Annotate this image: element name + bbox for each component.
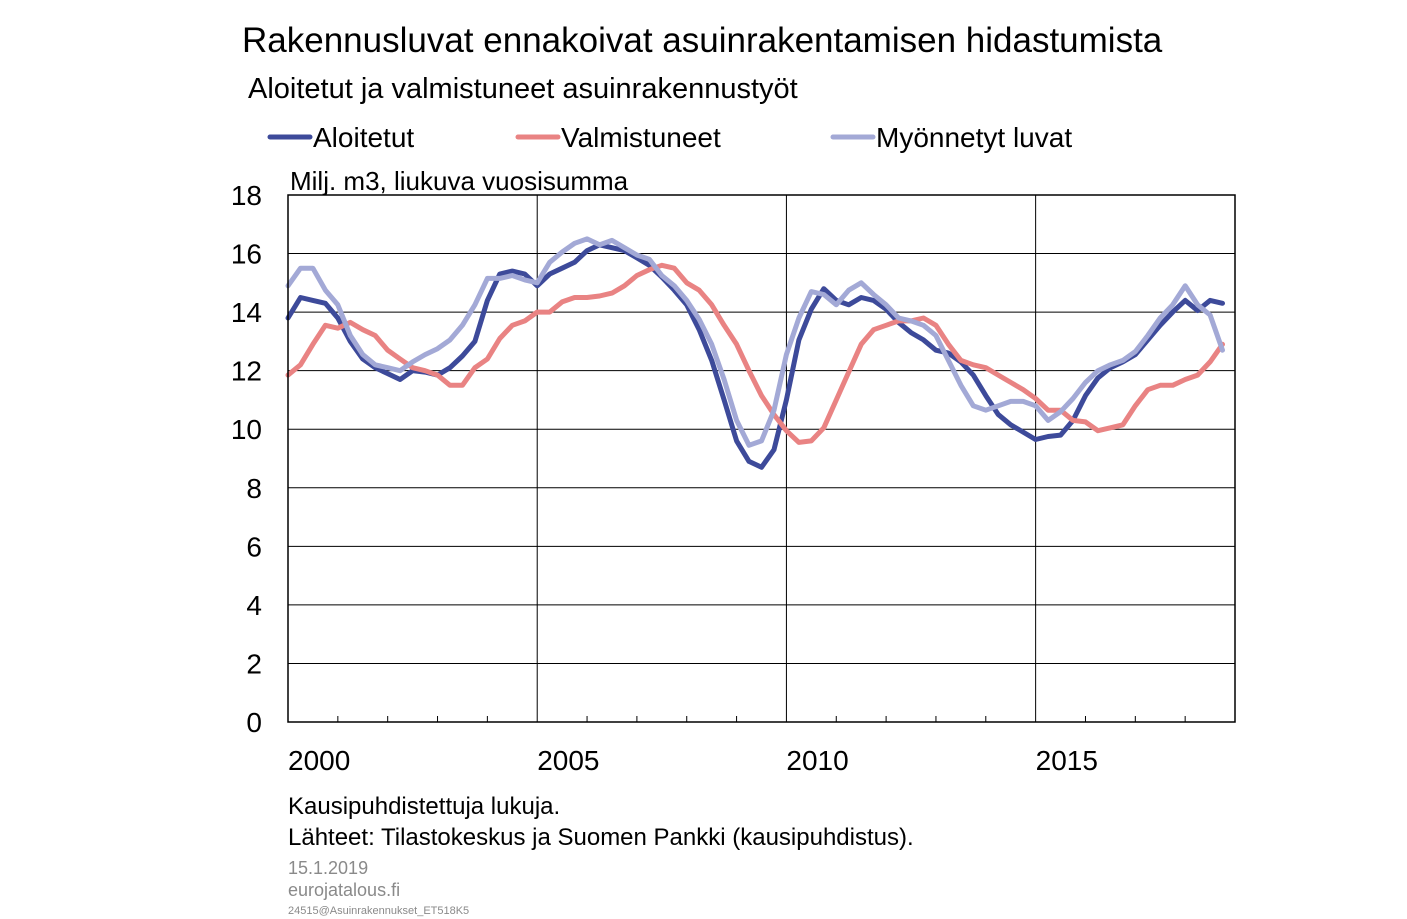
source-site: eurojatalous.fi: [288, 880, 400, 900]
x-tick-label: 2010: [786, 745, 848, 776]
y-tick-label: 2: [246, 648, 262, 679]
x-tick-label: 2015: [1036, 745, 1098, 776]
x-tick-label: 2000: [288, 745, 350, 776]
series-line: [285, 262, 1225, 445]
y-tick-label: 4: [246, 590, 262, 621]
y-tick-label: 6: [246, 531, 262, 562]
y-tick-label: 18: [231, 180, 262, 211]
legend-label: Aloitetut: [313, 122, 414, 153]
note: Kausipuhdistettuja lukuja.: [288, 793, 560, 820]
plot-frame: [287, 194, 1236, 723]
date: 15.1.2019: [288, 858, 368, 878]
y-tick-label: 0: [246, 707, 262, 738]
y-tick-label: 12: [231, 356, 262, 387]
note: Lähteet: Tilastokeskus ja Suomen Pankki …: [288, 824, 914, 851]
y-tick-label: 14: [231, 297, 262, 328]
legend-label: Valmistuneet: [561, 122, 721, 153]
x-tick-label: 2005: [537, 745, 599, 776]
series-line: [285, 236, 1225, 448]
chart-title: Rakennusluvat ennakoivat asuinrakentamis…: [242, 21, 1163, 60]
chart-subtitle: Aloitetut ja valmistuneet asuinrakennust…: [248, 73, 798, 105]
series-line: [285, 242, 1225, 470]
legend-label: Myönnetyt luvat: [876, 122, 1072, 153]
y-axis-label: Milj. m3, liukuva vuosisumma: [290, 166, 629, 196]
y-tick-label: 16: [231, 239, 262, 270]
y-tick-label: 8: [246, 473, 262, 504]
code: 24515@Asuinrakennukset_ET518K5: [288, 905, 469, 917]
y-tick-label: 10: [231, 414, 262, 445]
